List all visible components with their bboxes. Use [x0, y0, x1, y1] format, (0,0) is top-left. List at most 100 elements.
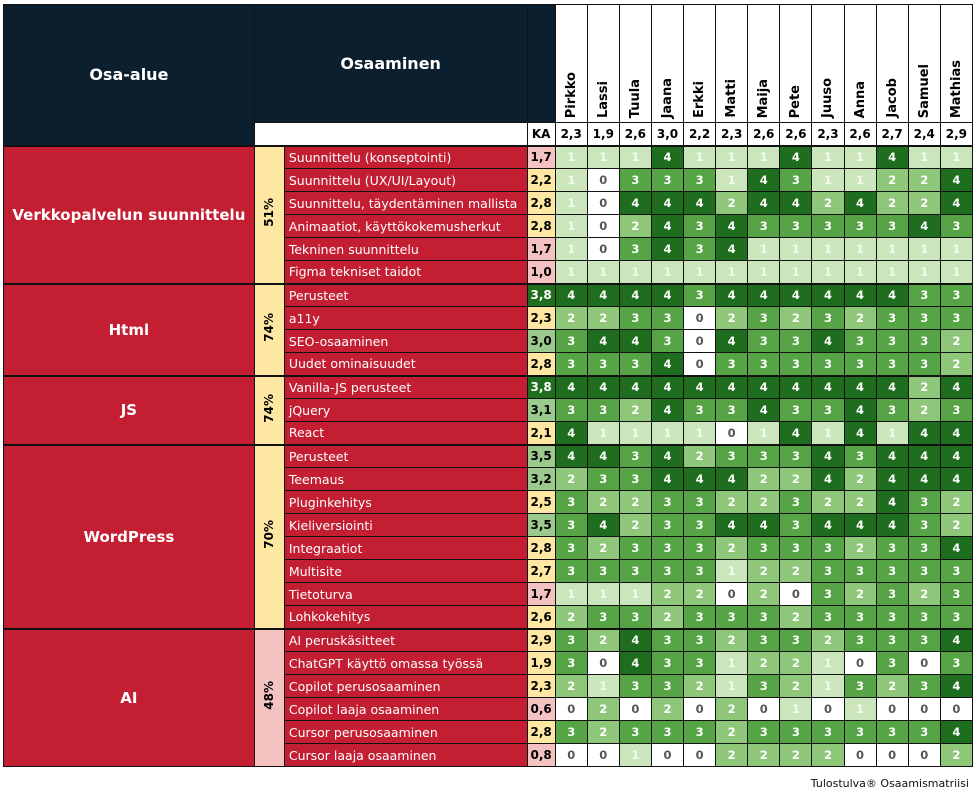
score-cell: 3 — [843, 674, 877, 698]
score-cell: 3 — [939, 214, 974, 238]
score-cell: 3 — [939, 398, 974, 422]
score-cell: 3 — [650, 306, 685, 330]
score-cell: 3 — [907, 627, 941, 652]
score-cell: 3 — [875, 651, 909, 675]
score-cell: 3 — [683, 559, 717, 583]
score-cell: 3 — [554, 352, 588, 376]
score-cell: 4 — [811, 374, 845, 399]
score-cell: 2 — [715, 536, 749, 560]
score-cell: 3 — [683, 651, 717, 675]
score-cell: 2 — [907, 191, 941, 215]
score-cell: 3 — [811, 306, 845, 330]
score-cell: 1 — [747, 260, 781, 284]
score-cell: 3 — [875, 536, 909, 560]
score-cell: 4 — [715, 374, 749, 399]
score-cell: 2 — [843, 467, 877, 491]
score-cell: 0 — [843, 743, 877, 767]
score-cell: 4 — [554, 374, 588, 399]
area-percent-label: 48% — [262, 681, 277, 711]
score-cell: 3 — [779, 352, 813, 376]
score-cell: 3 — [843, 214, 877, 238]
score-cell: 3 — [779, 214, 813, 238]
score-cell: 3 — [811, 536, 845, 560]
score-cell: 4 — [939, 191, 974, 215]
score-cell: 0 — [907, 697, 941, 721]
score-cell: 3 — [779, 168, 813, 192]
score-cell: 1 — [554, 237, 588, 261]
score-cell: 3 — [650, 651, 685, 675]
person-name: Pirkko — [563, 71, 579, 118]
score-cell: 1 — [650, 421, 685, 445]
score-cell: 4 — [875, 282, 909, 307]
score-cell: 3 — [650, 674, 685, 698]
score-cell: 2 — [586, 536, 620, 560]
score-cell: 4 — [875, 144, 909, 169]
score-cell: 2 — [554, 306, 588, 330]
score-cell: 1 — [715, 651, 749, 675]
score-cell: 2 — [715, 191, 749, 215]
score-cell: 4 — [650, 398, 685, 422]
score-cell: 2 — [875, 191, 909, 215]
score-cell: 4 — [907, 443, 941, 468]
skill-average: 3,8 — [526, 282, 556, 307]
score-cell: 0 — [875, 697, 909, 721]
skill-name: Perusteet — [283, 443, 528, 468]
score-cell: 3 — [939, 605, 974, 629]
skill-name: Teemaus — [283, 467, 528, 491]
score-cell: 2 — [907, 582, 941, 606]
area-percent: 51% — [253, 144, 285, 284]
score-cell: 4 — [875, 467, 909, 491]
person-header: Maija — [747, 4, 781, 123]
score-cell: 4 — [939, 467, 974, 491]
score-cell: 1 — [843, 697, 877, 721]
table-row: WordPress 70% Perusteet 3,5 4 4 3 4 2 3 3 3 4 3 4 4 4 — [3, 443, 974, 629]
score-cell: 4 — [939, 421, 974, 445]
skill-average: 0,8 — [526, 743, 556, 767]
score-cell: 4 — [618, 282, 652, 307]
score-cell: 4 — [715, 467, 749, 491]
table-row: Cursor perusosaaminen 2,8 3 2 3 3 3 2 3 3 3 3 3 3 4 — [4, 720, 974, 744]
score-cell: 3 — [683, 627, 717, 652]
score-cell: 4 — [843, 398, 877, 422]
score-cell: 1 — [875, 421, 909, 445]
person-header: Juuso — [811, 4, 845, 123]
score-cell: 4 — [939, 720, 974, 744]
score-cell: 0 — [618, 697, 652, 721]
area-column-header: Osa-alue — [3, 4, 255, 146]
skill-name: Tekninen suunnittelu — [283, 237, 528, 261]
score-cell: 2 — [811, 627, 845, 652]
score-cell: 3 — [650, 559, 685, 583]
table-row: Teemaus 3,2 2 3 3 4 4 4 2 2 4 2 4 4 4 — [4, 467, 974, 491]
score-cell: 4 — [747, 374, 781, 399]
score-cell: 4 — [650, 443, 685, 468]
score-cell: 0 — [683, 306, 717, 330]
skill-name: Tietoturva — [283, 582, 528, 606]
table-row: JS 74% Vanilla-JS perusteet 3,8 4 4 4 4 4 4 4 4 4 4 4 2… — [3, 374, 974, 445]
score-cell: 0 — [907, 651, 941, 675]
skill-average: 2,8 — [526, 214, 556, 238]
area-name: AI — [3, 627, 255, 767]
score-cell: 0 — [586, 191, 620, 215]
score-cell: 1 — [586, 260, 620, 284]
score-cell: 3 — [779, 329, 813, 353]
score-cell: 0 — [683, 329, 717, 353]
score-cell: 4 — [939, 168, 974, 192]
score-cell: 3 — [715, 398, 749, 422]
score-cell: 1 — [843, 237, 877, 261]
score-cell: 4 — [586, 374, 620, 399]
skill-average: 2,8 — [526, 352, 556, 376]
score-cell: 4 — [715, 329, 749, 353]
skill-average: 2,8 — [526, 720, 556, 744]
score-cell: 3 — [907, 605, 941, 629]
score-cell: 3 — [811, 352, 845, 376]
score-cell: 3 — [875, 720, 909, 744]
score-cell: 4 — [715, 513, 749, 537]
skill-average: 2,2 — [526, 168, 556, 192]
person-header: Tuula — [618, 4, 652, 123]
score-cell: 1 — [811, 260, 845, 284]
skill-name: Cursor perusosaaminen — [283, 720, 528, 744]
score-cell: 3 — [779, 490, 813, 514]
person-name: Matti — [724, 79, 740, 118]
score-cell: 3 — [683, 513, 717, 537]
score-cell: 3 — [875, 582, 909, 606]
